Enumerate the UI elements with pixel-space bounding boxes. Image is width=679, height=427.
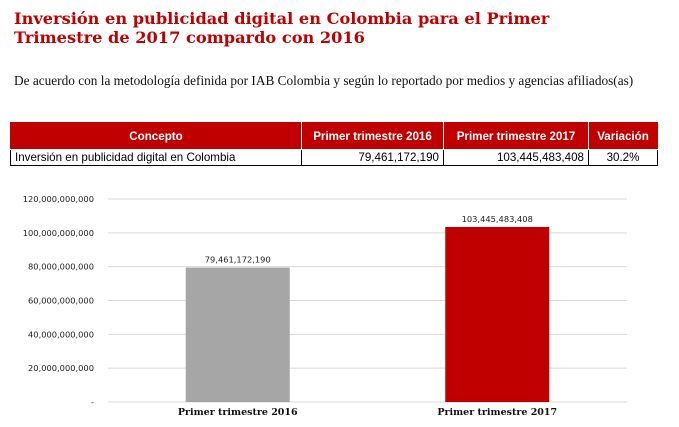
y-tick-label: 120,000,000,000 bbox=[23, 194, 94, 204]
data-label: 103,445,483,408 bbox=[462, 214, 533, 224]
column-header-q1-2016: Primer trimestre 2016 bbox=[301, 122, 444, 150]
column-header-concepto: Concepto bbox=[10, 122, 302, 150]
y-tick-label: 40,000,000,000 bbox=[28, 329, 94, 339]
summary-table: Concepto Primer trimestre 2016 Primer tr… bbox=[10, 122, 658, 166]
y-tick-label: 100,000,000,000 bbox=[23, 228, 94, 238]
table-header-row: Concepto Primer trimestre 2016 Primer tr… bbox=[10, 122, 658, 150]
x-tick-label: Primer trimestre 2016 bbox=[178, 407, 298, 418]
chart-title: Inversión en publicidad digital en Colom… bbox=[14, 9, 550, 47]
cell-variacion: 30.2% bbox=[588, 149, 658, 166]
bar-1 bbox=[185, 267, 290, 402]
chart-subtitle: De acuerdo con la metodología definida p… bbox=[14, 73, 634, 88]
x-axis-tick-labels: Primer trimestre 2016 Primer trimestre 20… bbox=[178, 407, 557, 418]
y-tick-label: - bbox=[91, 397, 94, 407]
y-tick-label: 20,000,000,000 bbox=[28, 363, 94, 373]
cell-q1-2017: 103,445,483,408 bbox=[443, 149, 589, 166]
y-tick-label: 80,000,000,000 bbox=[28, 262, 94, 272]
column-header-variacion: Variación bbox=[588, 122, 658, 150]
y-axis-tick-labels: - 20,000,000,000 40,000,000,000 60,000,000,… bbox=[23, 194, 94, 407]
cell-q1-2016: 79,461,172,190 bbox=[301, 149, 444, 166]
table-row: Inversión en publicidad digital en Colom… bbox=[10, 149, 658, 166]
column-header-q1-2017: Primer trimestre 2017 bbox=[443, 122, 589, 150]
data-labels: 79,461,172,190 103,445,483,408 bbox=[205, 214, 533, 265]
bar-chart: - 20,000,000,000 40,000,000,000 60,000,000,… bbox=[23, 194, 627, 418]
bars bbox=[185, 227, 550, 402]
x-tick-label: Primer trimestre 2017 bbox=[437, 407, 557, 418]
y-tick-label: 60,000,000,000 bbox=[28, 296, 94, 306]
data-label: 79,461,172,190 bbox=[205, 255, 271, 265]
cell-concepto: Inversión en publicidad digital en Colom… bbox=[10, 149, 302, 166]
bar-2 bbox=[445, 227, 550, 402]
